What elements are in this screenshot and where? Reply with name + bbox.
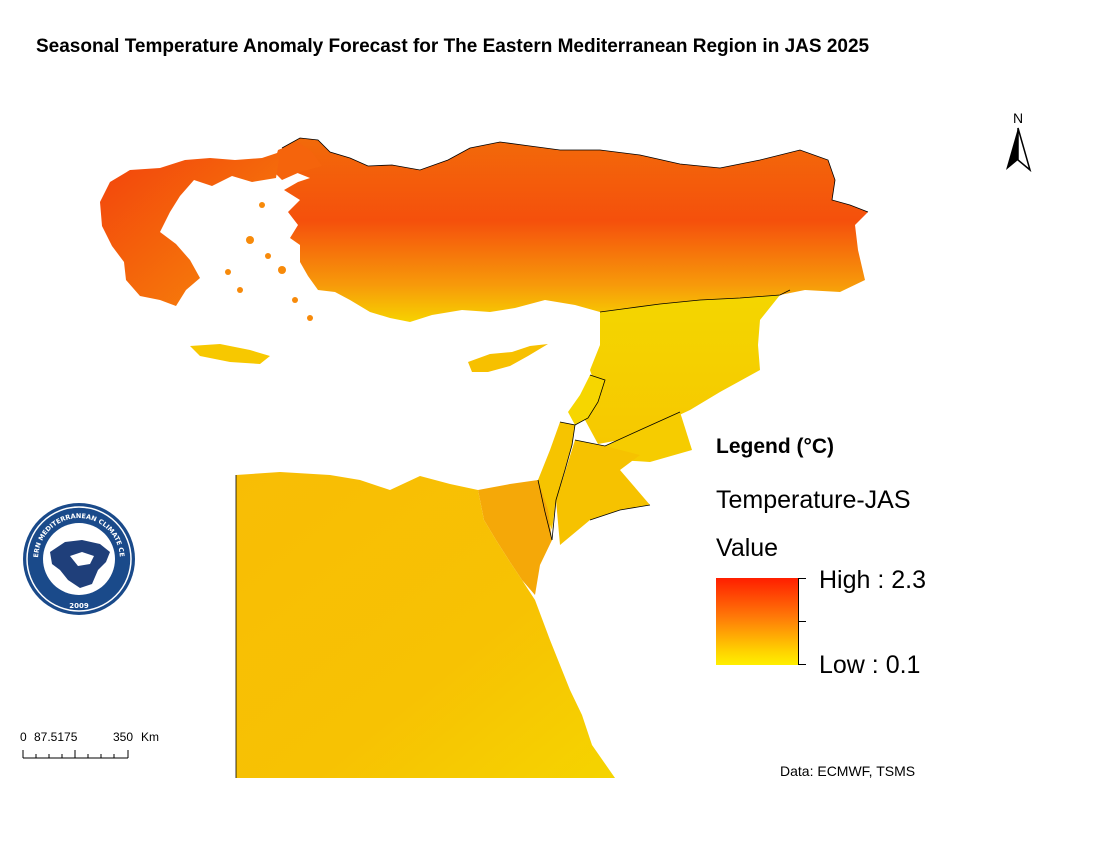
legend-layer-name: Temperature-JAS (716, 486, 911, 514)
scale-label-unit: Km (141, 730, 159, 744)
aegean-islands (225, 202, 313, 321)
region-crete (190, 344, 270, 364)
scale-label-max: 350 (113, 730, 134, 744)
region-israel (538, 422, 575, 530)
region-lebanon (568, 375, 605, 425)
region-greece (100, 152, 280, 306)
legend-high-label: High : 2.3 (819, 566, 927, 594)
emcc-logo: EASTERN MEDITERRANEAN CLIMATE CENTRE 200… (17, 494, 138, 618)
svg-text:2009: 2009 (69, 602, 89, 610)
country-borders (235, 137, 869, 778)
region-sinai (478, 480, 552, 595)
north-label: N (1012, 110, 1024, 126)
legend-title: Legend (°C) (716, 435, 835, 458)
region-jordan (556, 440, 650, 545)
legend-field-name: Value (716, 534, 779, 562)
scale-label-mid: 87.5175 (34, 730, 78, 744)
data-source: Data: ECMWF, TSMS (780, 763, 916, 779)
region-iraq-edge (605, 412, 692, 462)
map-title: Seasonal Temperature Anomaly Forecast fo… (36, 36, 870, 57)
scale-bar-ticks (22, 750, 129, 759)
north-arrow-icon (1006, 127, 1032, 173)
north-arrow: N (998, 110, 1038, 174)
region-egypt (236, 472, 615, 778)
legend-color-ramp (716, 578, 798, 665)
legend-low-label: Low : 0.1 (819, 651, 921, 679)
scale-label-zero: 0 (20, 730, 27, 744)
region-thrace (272, 142, 322, 180)
region-cyprus (468, 344, 548, 372)
emcc-logo-emblem: EASTERN MEDITERRANEAN CLIMATE CENTRE 200… (17, 494, 135, 615)
scale-bar: 0 87.5175 350 Km (20, 730, 170, 764)
legend-ramp-ticks (798, 578, 807, 665)
region-syria (585, 295, 780, 444)
region-turkey (282, 138, 868, 322)
